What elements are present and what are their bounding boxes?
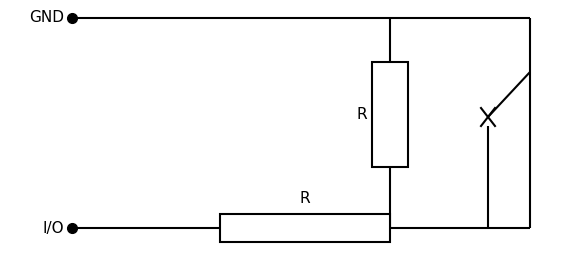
Text: R: R — [300, 191, 310, 206]
Text: R: R — [356, 107, 367, 122]
Text: GND: GND — [29, 10, 64, 25]
Bar — [372, 62, 408, 167]
Bar — [220, 214, 390, 242]
Text: I/O: I/O — [42, 221, 64, 236]
